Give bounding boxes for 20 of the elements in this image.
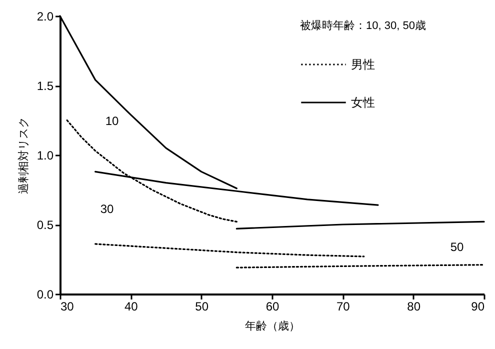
annotation: 50 — [450, 240, 464, 254]
y-tick-label: 2.0 — [36, 10, 54, 24]
x-tick-label: 30 — [60, 300, 74, 314]
y-axis-title: 過剰相対リスク — [16, 117, 30, 194]
annotation: 10 — [105, 114, 119, 128]
y-tick-label: 0.5 — [36, 218, 54, 232]
legend-title: 被爆時年齢：10, 30, 50歳 — [300, 19, 426, 32]
legend-label: 男性 — [351, 58, 375, 72]
legend-label: 女性 — [351, 96, 375, 110]
x-tick-label: 80 — [407, 300, 421, 314]
x-tick-label: 90 — [471, 300, 485, 314]
x-tick-label: 40 — [124, 300, 138, 314]
x-tick-label: 50 — [195, 300, 209, 314]
x-tick-label: 60 — [266, 300, 280, 314]
x-axis-title: 年齢（歳） — [245, 320, 300, 332]
annotation: 30 — [100, 202, 114, 216]
y-tick-label: 0.0 — [36, 288, 54, 302]
y-tick-label: 1.0 — [36, 148, 54, 162]
x-tick-label: 70 — [336, 300, 350, 314]
y-tick-label: 1.5 — [36, 79, 54, 93]
